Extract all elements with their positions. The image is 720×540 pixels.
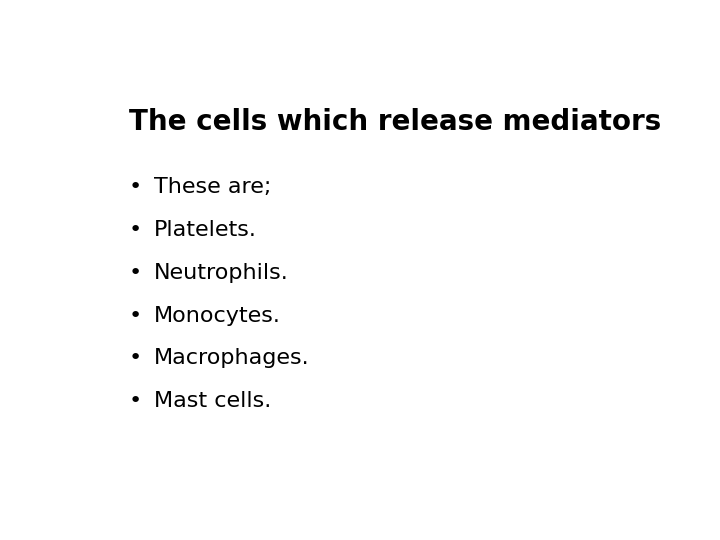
Text: •: •: [129, 177, 143, 197]
Text: •: •: [129, 263, 143, 283]
Text: Monocytes.: Monocytes.: [154, 306, 281, 326]
Text: The cells which release mediators: The cells which release mediators: [129, 109, 661, 137]
Text: •: •: [129, 306, 143, 326]
Text: Platelets.: Platelets.: [154, 220, 257, 240]
Text: Neutrophils.: Neutrophils.: [154, 263, 289, 283]
Text: •: •: [129, 348, 143, 368]
Text: These are;: These are;: [154, 177, 271, 197]
Text: •: •: [129, 220, 143, 240]
Text: •: •: [129, 391, 143, 411]
Text: Macrophages.: Macrophages.: [154, 348, 310, 368]
Text: Mast cells.: Mast cells.: [154, 391, 271, 411]
